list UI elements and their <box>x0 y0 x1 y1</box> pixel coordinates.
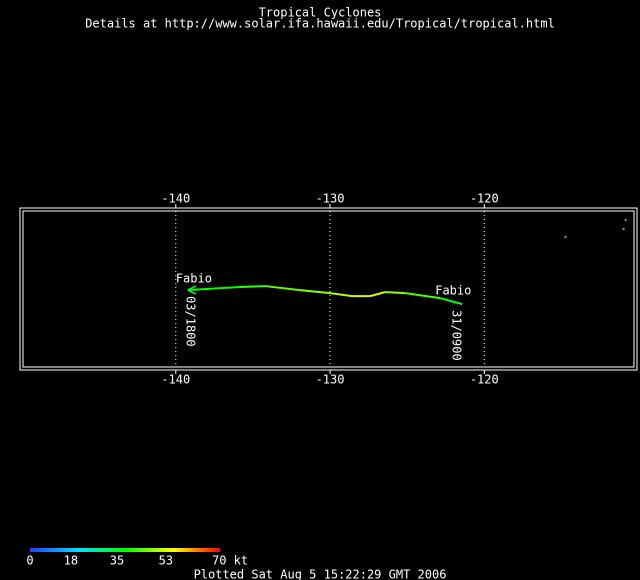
storm-name-end: Fabio <box>176 272 212 286</box>
map-frame-inner <box>22 210 635 368</box>
map-frame-outer <box>19 207 638 371</box>
track-segment <box>369 291 386 298</box>
storm-point <box>624 218 627 222</box>
lon-label-bottom: -140 <box>161 373 190 387</box>
title: Tropical Cyclones <box>259 6 382 20</box>
colorbar-label: 53 <box>159 554 173 568</box>
footer: Plotted Sat Aug 5 15:22:29 GMT 2006 <box>194 568 447 580</box>
colorbar <box>30 548 220 552</box>
lon-label-bottom: -130 <box>316 373 345 387</box>
subtitle: Details at http://www.solar.ifa.hawaii.e… <box>85 17 555 31</box>
lon-label-top: -120 <box>470 192 499 206</box>
track-segment <box>329 292 353 298</box>
track-segment <box>405 292 441 300</box>
track-segment <box>264 285 301 292</box>
date-label-start: 31/0900 <box>450 310 464 361</box>
storm-point <box>622 227 625 231</box>
colorbar-label: 0 <box>26 554 33 568</box>
colorbar-label: 18 <box>64 554 78 568</box>
lon-label-top: -130 <box>316 192 345 206</box>
track-segment <box>439 297 463 306</box>
track-segment <box>385 291 406 295</box>
lon-label-top: -140 <box>161 192 190 206</box>
date-label-end: 03/1800 <box>183 296 197 347</box>
track-segment <box>187 285 241 292</box>
colorbar-label: 70 kt <box>212 554 248 568</box>
track-segment <box>239 285 265 288</box>
track-arrowhead <box>187 285 197 295</box>
lon-label-bottom: -120 <box>470 373 499 387</box>
track-segment <box>299 289 331 295</box>
storm-point <box>564 235 567 239</box>
colorbar-label: 35 <box>110 554 124 568</box>
storm-name-start: Fabio <box>435 284 471 298</box>
